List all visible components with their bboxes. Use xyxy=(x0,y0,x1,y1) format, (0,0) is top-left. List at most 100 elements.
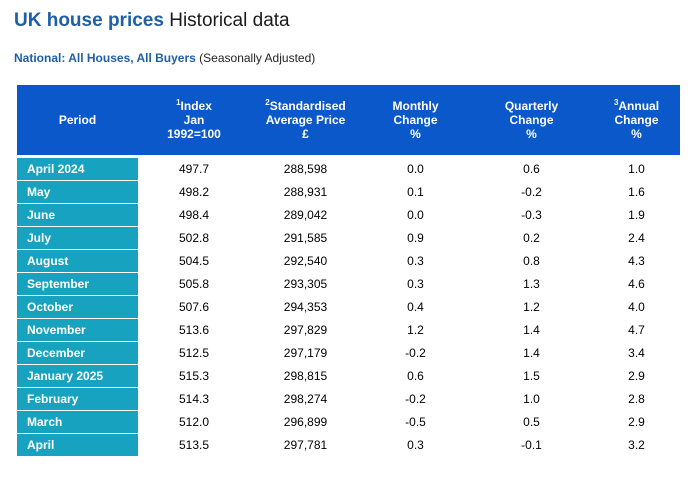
cell-index: 515.3 xyxy=(138,364,250,388)
table-row: April 513.5 297,781 0.3 -0.1 3.2 xyxy=(17,433,680,457)
cell-quarterly: 1.2 xyxy=(470,295,593,319)
column-header-line: Change xyxy=(393,113,438,127)
cell-quarterly: 1.4 xyxy=(470,341,593,365)
column-header-period-label: Period xyxy=(58,113,97,127)
cell-price: 298,274 xyxy=(250,387,361,411)
column-header-line: Change xyxy=(614,113,659,127)
cell-price: 294,353 xyxy=(250,295,361,319)
column-header-line: Quarterly xyxy=(504,99,559,113)
cell-price: 297,179 xyxy=(250,341,361,365)
cell-price: 288,931 xyxy=(250,180,361,204)
cell-annual: 1.9 xyxy=(593,203,680,227)
cell-quarterly: -0.3 xyxy=(470,203,593,227)
cell-quarterly: 0.6 xyxy=(470,156,593,181)
cell-period: April xyxy=(17,433,138,457)
cell-annual: 2.9 xyxy=(593,410,680,434)
cell-index: 513.6 xyxy=(138,318,250,342)
cell-price: 291,585 xyxy=(250,226,361,250)
table-row: October 507.6 294,353 0.4 1.2 4.0 xyxy=(17,295,680,319)
footnote-marker: 2 xyxy=(265,98,270,107)
cell-index: 512.0 xyxy=(138,410,250,434)
table-row: January 2025 515.3 298,815 0.6 1.5 2.9 xyxy=(17,364,680,388)
cell-monthly: -0.2 xyxy=(361,387,470,411)
cell-quarterly: 1.0 xyxy=(470,387,593,411)
cell-period: June xyxy=(17,203,138,227)
column-header-annual: 3Annual Change % xyxy=(593,85,680,158)
cell-monthly: 0.1 xyxy=(361,180,470,204)
cell-index: 497.7 xyxy=(138,156,250,181)
cell-annual: 4.3 xyxy=(593,249,680,273)
cell-price: 293,305 xyxy=(250,272,361,296)
cell-monthly: 1.2 xyxy=(361,318,470,342)
column-header-line: Jan xyxy=(183,113,205,127)
cell-period: November xyxy=(17,318,138,342)
column-header-quarterly: Quarterly Change % xyxy=(470,85,593,158)
cell-price: 298,815 xyxy=(250,364,361,388)
cell-monthly: 0.0 xyxy=(361,156,470,181)
column-header-line: 1992=100 xyxy=(167,127,221,141)
cell-monthly: 0.0 xyxy=(361,203,470,227)
cell-annual: 2.8 xyxy=(593,387,680,411)
cell-price: 289,042 xyxy=(250,203,361,227)
cell-quarterly: 0.2 xyxy=(470,226,593,250)
cell-index: 505.8 xyxy=(138,272,250,296)
cell-price: 297,781 xyxy=(250,433,361,457)
cell-monthly: 0.3 xyxy=(361,272,470,296)
cell-annual: 1.6 xyxy=(593,180,680,204)
cell-period: March xyxy=(17,410,138,434)
column-header-line: Monthly xyxy=(392,99,439,113)
cell-monthly: 0.6 xyxy=(361,364,470,388)
cell-monthly: -0.5 xyxy=(361,410,470,434)
cell-period: April 2024 xyxy=(17,156,138,181)
cell-quarterly: 1.5 xyxy=(470,364,593,388)
cell-annual: 4.0 xyxy=(593,295,680,319)
cell-index: 507.6 xyxy=(138,295,250,319)
page-title: UK house prices Historical data xyxy=(14,8,290,34)
page-title-suffix: Historical data xyxy=(169,10,290,31)
cell-annual: 2.4 xyxy=(593,226,680,250)
cell-period: August xyxy=(17,249,138,273)
table-row: February 514.3 298,274 -0.2 1.0 2.8 xyxy=(17,387,680,411)
cell-quarterly: -0.2 xyxy=(470,180,593,204)
cell-annual: 4.7 xyxy=(593,318,680,342)
cell-quarterly: -0.1 xyxy=(470,433,593,457)
column-header-line: Annual xyxy=(618,99,660,113)
column-header-monthly: Monthly Change % xyxy=(361,85,470,158)
column-header-index: 1Index Jan 1992=100 xyxy=(138,85,250,158)
cell-monthly: 0.3 xyxy=(361,433,470,457)
cell-quarterly: 0.8 xyxy=(470,249,593,273)
cell-monthly: 0.3 xyxy=(361,249,470,273)
table-row: June 498.4 289,042 0.0 -0.3 1.9 xyxy=(17,203,680,227)
cell-period: May xyxy=(17,180,138,204)
column-header-line: % xyxy=(631,127,642,141)
cell-price: 292,540 xyxy=(250,249,361,273)
column-header-line: % xyxy=(410,127,421,141)
cell-price: 297,829 xyxy=(250,318,361,342)
column-header-line: Change xyxy=(509,113,554,127)
subtitle-adjustment: (Seasonally Adjusted) xyxy=(199,51,316,65)
page-title-main: UK house prices xyxy=(14,10,164,31)
table-header-row: Period 1Index Jan 1992=100 2Standardised… xyxy=(17,85,680,158)
column-header-line: £ xyxy=(302,127,309,141)
table-row: March 512.0 296,899 -0.5 0.5 2.9 xyxy=(17,410,680,434)
cell-index: 513.5 xyxy=(138,433,250,457)
cell-index: 498.2 xyxy=(138,180,250,204)
cell-period: October xyxy=(17,295,138,319)
cell-index: 512.5 xyxy=(138,341,250,365)
cell-period: February xyxy=(17,387,138,411)
footnote-marker: 1 xyxy=(176,98,181,107)
cell-monthly: 0.9 xyxy=(361,226,470,250)
cell-index: 498.4 xyxy=(138,203,250,227)
cell-annual: 2.9 xyxy=(593,364,680,388)
house-price-table: Period 1Index Jan 1992=100 2Standardised… xyxy=(17,85,680,457)
column-header-line: Standardised xyxy=(269,99,346,113)
cell-annual: 4.6 xyxy=(593,272,680,296)
column-header-line: Average Price xyxy=(265,113,346,127)
table-row: December 512.5 297,179 -0.2 1.4 3.4 xyxy=(17,341,680,365)
table-row: April 2024 497.7 288,598 0.0 0.6 1.0 xyxy=(17,156,680,181)
table-row: July 502.8 291,585 0.9 0.2 2.4 xyxy=(17,226,680,250)
table-header: Period 1Index Jan 1992=100 2Standardised… xyxy=(17,85,680,158)
column-header-line: % xyxy=(526,127,537,141)
cell-monthly: -0.2 xyxy=(361,341,470,365)
cell-period: July xyxy=(17,226,138,250)
